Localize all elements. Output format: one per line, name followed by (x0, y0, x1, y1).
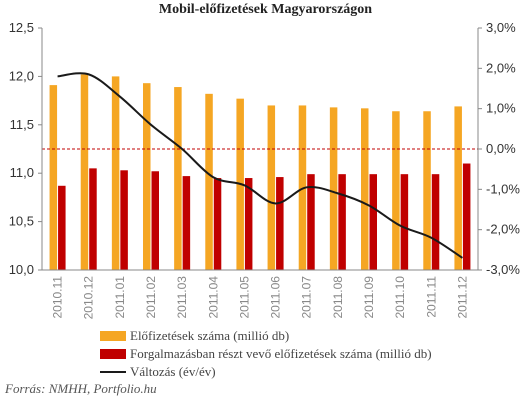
legend-label-active-subscriptions: Forgalmazásban részt vevő előfizetések s… (130, 346, 432, 361)
x-tick-label: 2011.05 (237, 276, 251, 319)
legend-swatch-active-subscriptions (100, 349, 126, 359)
bar-subscriptions (454, 106, 462, 271)
right-tick-label: -2,0% (486, 222, 520, 237)
x-tick-label: 2011.02 (144, 276, 158, 319)
x-tick-label: 2011.10 (393, 276, 407, 319)
right-tick-label: 3,0% (486, 20, 516, 35)
legend-item-active-subscriptions: Forgalmazásban részt vevő előfizetések s… (100, 345, 432, 363)
left-tick-label: 11,0 (10, 165, 34, 180)
x-tick-label: 2011.09 (362, 276, 376, 319)
bar-subscriptions (80, 74, 89, 271)
chart-legend: Előfizetések száma (millió db) Forgalmaz… (100, 327, 432, 381)
bar-active-subscriptions (307, 174, 315, 270)
x-tick-label: 2011.03 (175, 276, 189, 319)
legend-swatch-change (100, 371, 126, 373)
bar-active-subscriptions (151, 171, 159, 270)
source-note: Forrás: NMHH, Portfolio.hu (5, 381, 157, 396)
bar-active-subscriptions (276, 177, 284, 270)
legend-swatch-subscriptions (100, 331, 126, 341)
bar-subscriptions (174, 87, 182, 270)
x-tick-label: 2010.11 (51, 276, 65, 319)
right-tick-label: -3,0% (486, 262, 520, 277)
legend-item-subscriptions: Előfizetések száma (millió db) (100, 327, 432, 345)
bar-active-subscriptions (89, 168, 97, 270)
bar-active-subscriptions (213, 178, 222, 270)
legend-label-subscriptions: Előfizetések száma (millió db) (130, 328, 290, 343)
legend-label-change: Változás (év/év) (130, 364, 216, 379)
legend-item-change: Változás (év/év) (100, 363, 432, 381)
bar-subscriptions (361, 108, 369, 271)
x-tick-label: 2011.08 (331, 276, 345, 319)
x-tick-label: 2011.01 (113, 276, 127, 319)
left-tick-label: 10,5 (9, 214, 34, 229)
bar-active-subscriptions (338, 174, 346, 270)
right-tick-label: 2,0% (486, 60, 516, 75)
x-tick-label: 2010.12 (82, 276, 96, 320)
bar-active-subscriptions (182, 176, 191, 270)
bar-active-subscriptions (58, 185, 66, 270)
bar-active-subscriptions (120, 170, 128, 270)
left-tick-label: 12,5 (9, 20, 34, 35)
chart-title: Mobil-előfizetések Magyarországon (158, 2, 373, 17)
left-tick-label: 11,5 (10, 117, 34, 132)
bar-subscriptions (329, 107, 338, 270)
bar-subscriptions (49, 85, 58, 270)
x-tick-label: 2011.11 (424, 276, 438, 318)
x-tick-label: 2011.06 (269, 276, 283, 319)
right-tick-label: -1,0% (486, 181, 520, 196)
right-tick-label: 0,0% (486, 141, 516, 156)
left-tick-label: 12,0 (9, 68, 34, 83)
bar-active-subscriptions (369, 174, 377, 270)
left-tick-label: 10,0 (9, 262, 34, 277)
bar-subscriptions (267, 105, 276, 270)
bar-active-subscriptions (400, 174, 409, 270)
bar-subscriptions (111, 76, 120, 271)
bar-subscriptions (392, 111, 400, 270)
bar-active-subscriptions (244, 178, 253, 270)
bar-subscriptions (423, 111, 431, 270)
bar-active-subscriptions (431, 174, 440, 270)
right-tick-label: 1,0% (486, 101, 516, 116)
x-tick-label: 2011.12 (455, 276, 469, 319)
line-change (57, 72, 463, 259)
x-tick-label: 2011.07 (300, 276, 314, 319)
bar-active-subscriptions (462, 163, 471, 270)
x-tick-label: 2011.04 (206, 276, 220, 319)
bar-subscriptions (143, 83, 151, 271)
bar-subscriptions (205, 93, 213, 270)
